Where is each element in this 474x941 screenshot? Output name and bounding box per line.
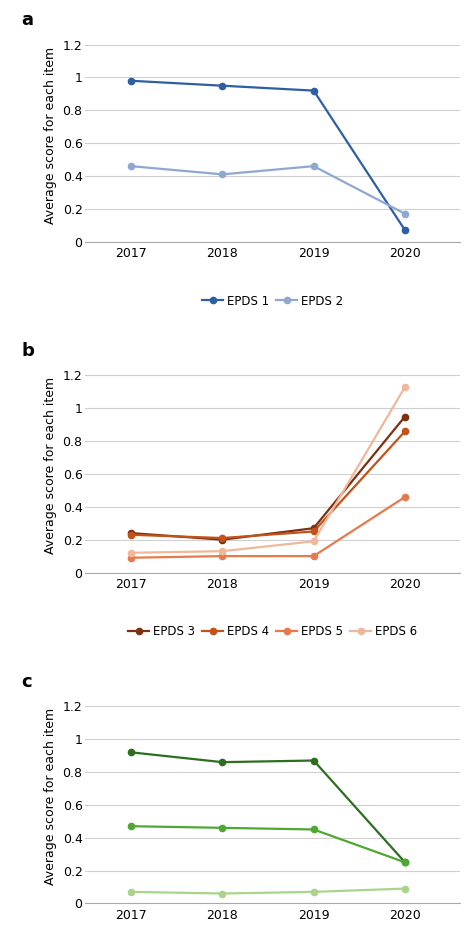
Line: EPDS 6: EPDS 6 <box>128 384 408 556</box>
EPDS 9 <box>219 822 225 834</box>
EPDS 3 <box>128 528 134 539</box>
Legend: EPDS 3, EPDS 4, EPDS 5, EPDS 6: EPDS 3, EPDS 4, EPDS 5, EPDS 6 <box>128 626 417 638</box>
EPDS 2 <box>311 161 317 172</box>
EPDS 1 <box>128 75 134 87</box>
EPDS 5 <box>128 552 134 564</box>
EPDS 10 <box>219 888 225 900</box>
Line: EPDS 4: EPDS 4 <box>128 428 408 541</box>
EPDS 3 <box>402 411 408 423</box>
EPDS 10 <box>128 886 134 898</box>
EPDS 9 <box>311 823 317 835</box>
Line: EPDS 3: EPDS 3 <box>128 413 408 543</box>
Text: c: c <box>22 673 32 691</box>
EPDS 1 <box>219 80 225 91</box>
EPDS 9 <box>128 821 134 832</box>
EPDS 2 <box>402 208 408 219</box>
Y-axis label: Average score for each item: Average score for each item <box>44 46 57 224</box>
Text: a: a <box>22 11 34 29</box>
EPDS 2 <box>128 161 134 172</box>
EPDS 7 <box>128 746 134 758</box>
Y-axis label: Average score for each item: Average score for each item <box>44 708 57 885</box>
EPDS 6 <box>128 547 134 558</box>
Line: EPDS 7: EPDS 7 <box>128 749 408 866</box>
EPDS 9 <box>402 856 408 868</box>
Legend: EPDS 1, EPDS 2: EPDS 1, EPDS 2 <box>202 295 343 308</box>
EPDS 3 <box>219 534 225 546</box>
EPDS 3 <box>311 522 317 534</box>
Line: EPDS 5: EPDS 5 <box>128 494 408 561</box>
Text: b: b <box>22 342 35 360</box>
EPDS 5 <box>219 550 225 562</box>
EPDS 2 <box>219 168 225 180</box>
EPDS 7 <box>311 755 317 766</box>
EPDS 5 <box>311 550 317 562</box>
EPDS 4 <box>402 425 408 437</box>
EPDS 10 <box>311 886 317 898</box>
Y-axis label: Average score for each item: Average score for each item <box>44 377 57 554</box>
EPDS 4 <box>219 533 225 544</box>
Line: EPDS 9: EPDS 9 <box>128 823 408 866</box>
Line: EPDS 10: EPDS 10 <box>128 885 408 897</box>
Line: EPDS 2: EPDS 2 <box>128 163 408 216</box>
EPDS 5 <box>402 491 408 502</box>
EPDS 6 <box>219 546 225 557</box>
EPDS 7 <box>219 757 225 768</box>
EPDS 1 <box>311 85 317 96</box>
EPDS 10 <box>402 883 408 894</box>
EPDS 7 <box>402 856 408 868</box>
Line: EPDS 1: EPDS 1 <box>128 78 408 233</box>
EPDS 4 <box>311 526 317 537</box>
EPDS 6 <box>402 381 408 392</box>
EPDS 6 <box>311 535 317 547</box>
EPDS 1 <box>402 225 408 236</box>
EPDS 4 <box>128 529 134 540</box>
